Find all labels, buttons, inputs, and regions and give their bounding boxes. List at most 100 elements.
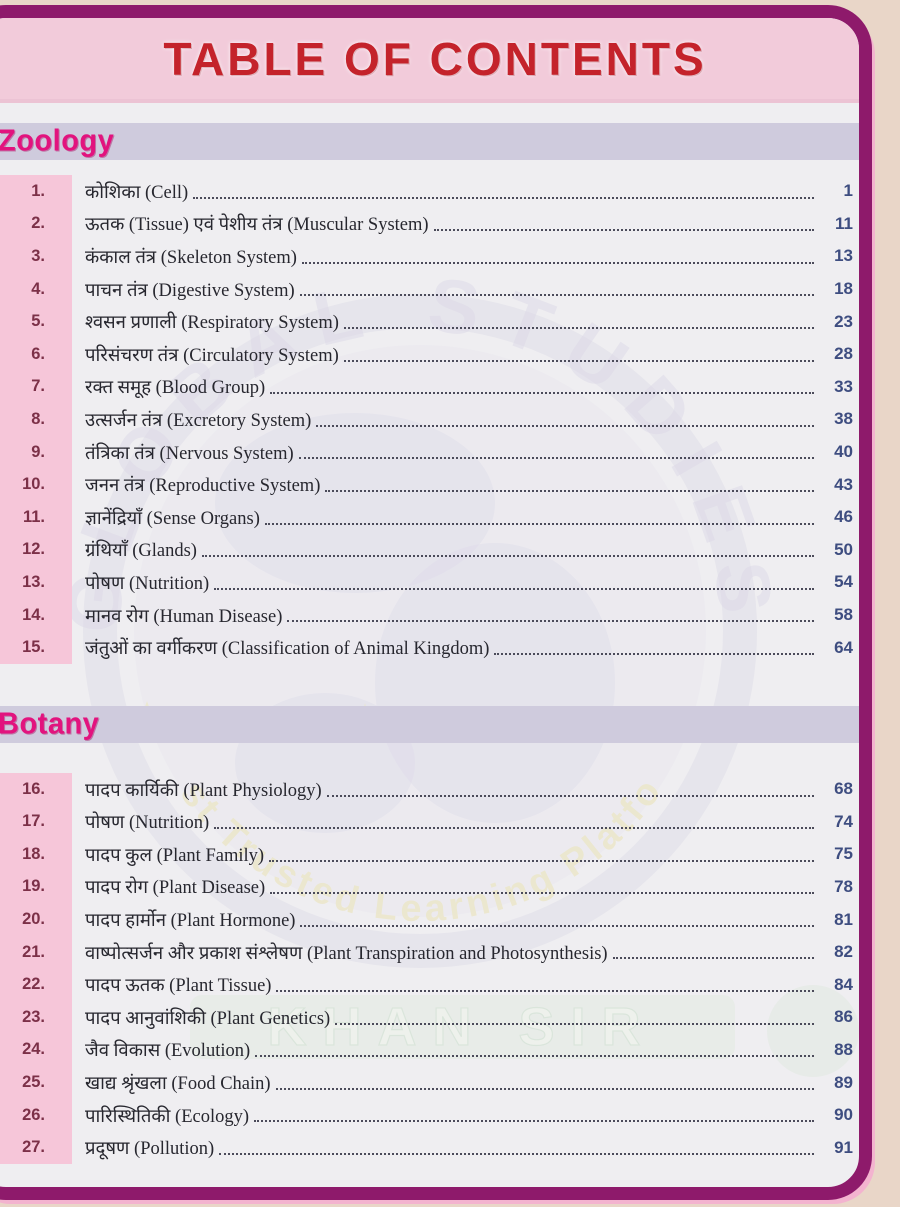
chapter-page-number: 43 (834, 474, 853, 494)
dotted-leader (255, 1054, 814, 1058)
chapter-number: 6. (0, 337, 72, 371)
dotted-leader (214, 826, 814, 830)
chapter-number: 1. (0, 175, 72, 208)
dotted-leader (299, 293, 814, 297)
dotted-leader (219, 1152, 814, 1156)
chapter-page-number: 40 (834, 442, 853, 462)
chapter-title: पादप कार्यिकी (Plant Physiology) (85, 780, 322, 801)
section-header-zoology: Zoology (0, 123, 859, 160)
chapter-number: 18. (0, 838, 72, 871)
chapter-title: कोशिका (Cell) (85, 182, 189, 203)
chapter-title: पादप हार्मोन (Plant Hormone) (85, 911, 296, 932)
chapter-number: 5. (0, 305, 72, 338)
chapter-number: 10. (0, 468, 72, 501)
chapter-title: पादप कुल (Plant Family) (85, 845, 265, 866)
chapter-title: प्रदूषण (Pollution) (85, 1139, 215, 1160)
chapter-page-number: 58 (834, 605, 853, 625)
chapter-number: 17. (0, 805, 72, 839)
toc-row: 25. खाद्य श्रृंखला (Food Chain) 89 (0, 1066, 859, 1099)
chapter-page-number: 46 (834, 507, 853, 527)
chapter-page-number: 28 (834, 344, 853, 364)
toc-row: 10. जनन तंत्र (Reproductive System) 43 (0, 468, 859, 501)
chapter-title: वाष्पोत्सर्जन और प्रकाश संश्लेषण (Plant … (85, 943, 608, 964)
chapter-number: 13. (0, 566, 72, 599)
chapter-number: 27. (0, 1131, 72, 1165)
chapter-page-number: 88 (834, 1039, 853, 1059)
dotted-leader (300, 924, 814, 927)
chapter-title: जंतुओं का वर्गीकरण (Classification of An… (85, 639, 490, 660)
chapter-page-number: 64 (834, 637, 853, 657)
chapter-page-number: 75 (834, 844, 853, 864)
chapter-number: 11. (0, 500, 72, 534)
toc-row: 22. पादप ऊतक (Plant Tissue) 84 (0, 968, 859, 1002)
chapter-page-number: 91 (834, 1137, 853, 1157)
chapter-title: पारिस्थितिकी (Ecology) (85, 1106, 250, 1127)
toc-row: 13. पोषण (Nutrition) 54 (0, 566, 859, 599)
chapter-number: 14. (0, 598, 72, 632)
chapter-page-number: 38 (834, 409, 853, 429)
chapter-page-number: 18 (834, 279, 853, 299)
chapter-number: 24. (0, 1033, 72, 1067)
toc-row: 20. पादप हार्मोन (Plant Hormone) 81 (0, 903, 859, 936)
chapter-title: पोषण (Nutrition) (85, 573, 210, 594)
chapter-number: 9. (0, 435, 72, 469)
chapter-number: 7. (0, 370, 72, 404)
toc-row: 2. ऊतक (Tissue) एवं पेशीय तंत्र (Muscular… (0, 207, 859, 241)
toc-row: 4. पाचन तंत्र (Digestive System) 18 (0, 272, 859, 306)
dotted-leader (612, 956, 814, 960)
toc-list-zoology: 1. कोशिका (Cell) 1 2. ऊतक (Tissue) एवं पेशीय… (0, 175, 859, 664)
chapter-number: 2. (0, 207, 72, 241)
chapter-number: 20. (0, 903, 72, 936)
chapter-page-number: 90 (834, 1105, 853, 1125)
dotted-leader (201, 554, 814, 558)
toc-row: 14. मानव रोग (Human Disease) 58 (0, 598, 859, 632)
chapter-title: ज्ञानेंद्रियाँ (Sense Organs) (85, 508, 260, 529)
toc-row: 15. जंतुओं का वर्गीकरण (Classification of… (0, 631, 859, 664)
chapter-page-number: 74 (834, 811, 853, 831)
chapter-page-number: 86 (834, 1007, 853, 1027)
toc-row: 3. कंकाल तंत्र (Skeleton System) 13 (0, 240, 859, 273)
dotted-leader (270, 891, 814, 895)
toc-row: 7. रक्त समूह (Blood Group) 33 (0, 370, 859, 404)
dotted-leader (276, 989, 814, 993)
dotted-leader (298, 456, 814, 460)
chapter-title: पादप रोग (Plant Disease) (85, 878, 266, 899)
toc-row: 12. ग्रंथियाँ (Glands) 50 (0, 533, 859, 567)
chapter-number: 15. (0, 631, 72, 664)
toc-row: 8. उत्सर्जन तंत्र (Excretory System) 38 (0, 403, 859, 436)
chapter-title: पादप आनुवांशिकी (Plant Genetics) (85, 1008, 331, 1029)
chapter-page-number: 1 (843, 181, 853, 201)
dotted-leader (269, 859, 814, 862)
dotted-leader (494, 652, 814, 655)
toc-row: 1. कोशिका (Cell) 1 (0, 175, 859, 208)
chapter-title: रक्त समूह (Blood Group) (85, 378, 266, 399)
dotted-leader (326, 794, 814, 797)
chapter-page-number: 13 (834, 246, 853, 266)
chapter-number: 26. (0, 1098, 72, 1132)
page-title: TABLE OF CONTENTS (163, 32, 707, 85)
chapter-page-number: 84 (834, 974, 853, 994)
toc-row: 9. तंत्रिका तंत्र (Nervous System) 40 (0, 435, 859, 469)
toc-row: 23. पादप आनुवांशिकी (Plant Genetics) 86 (0, 1001, 859, 1034)
chapter-page-number: 33 (834, 376, 853, 396)
dotted-leader (275, 1087, 814, 1090)
toc-row: 11. ज्ञानेंद्रियाँ (Sense Organs) 46 (0, 500, 859, 534)
toc-row: 5. श्वसन प्रणाली (Respiratory System) 23 (0, 305, 859, 338)
toc-row: 16. पादप कार्यिकी (Plant Physiology) 68 (0, 772, 859, 806)
chapter-number: 21. (0, 935, 72, 969)
chapter-page-number: 82 (834, 942, 853, 962)
chapter-number: 12. (0, 533, 72, 567)
toc-row: 26. पारिस्थितिकी (Ecology) 90 (0, 1098, 859, 1132)
dotted-leader (270, 391, 814, 395)
dotted-leader (264, 522, 814, 525)
dotted-leader (335, 1022, 814, 1025)
chapter-title: परिसंचरण तंत्र (Circulatory System) (85, 345, 339, 366)
toc-row: 19. पादप रोग (Plant Disease) 78 (0, 870, 859, 904)
chapter-title: ग्रंथियाँ (Glands) (85, 541, 197, 562)
chapter-page-number: 54 (834, 572, 853, 592)
toc-content: GLOBAL STUDIES Most Trusted Learning Pla… (0, 123, 859, 1187)
dotted-leader (214, 587, 814, 590)
chapter-number: 19. (0, 870, 72, 904)
dotted-leader (301, 261, 814, 264)
toc-row: 21. वाष्पोत्सर्जन और प्रकाश संश्लेषण (Pla… (0, 935, 859, 969)
